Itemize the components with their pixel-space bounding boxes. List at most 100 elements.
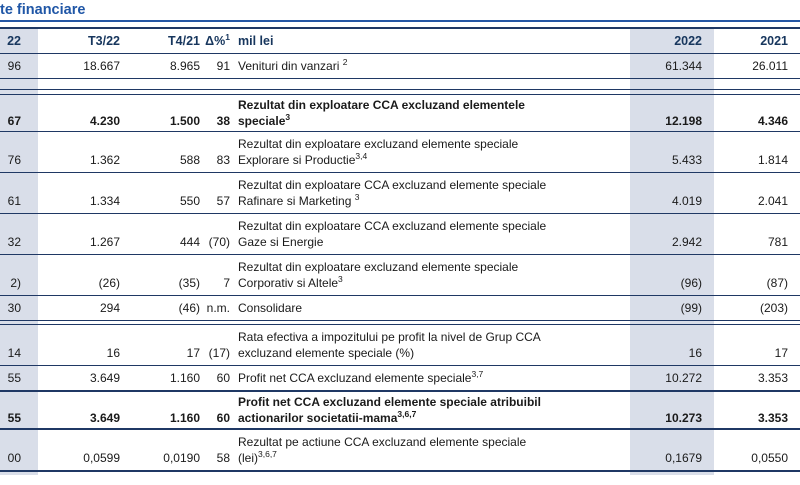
cell-t3-2022: 3.649 [89, 410, 120, 425]
cell-quarter-fragment: 2) [10, 276, 21, 290]
page-title: te financiare [0, 2, 86, 18]
cell-fy-2022: 0,1679 [665, 450, 702, 465]
cell-t3-2022: 4.230 [89, 114, 120, 128]
cell-delta-pct: 83 [216, 153, 230, 167]
cell-indicator-label: Profit net CCA excluzand elemente specia… [238, 368, 484, 385]
label-footnote: 3,6,7 [397, 408, 417, 419]
cell-t3-2022: 0,0599 [83, 450, 120, 465]
cell-t4-2021: 588 [179, 153, 200, 167]
cell-t4-2021: (46) [178, 301, 200, 315]
header-quarter-fragment: 22 [7, 34, 21, 48]
cell-delta-pct: 60 [216, 410, 230, 425]
table-body: 96 18.667 8.965 91 Venituri din vanzari 2 61.… [0, 54, 800, 472]
cell-quarter-fragment: 32 [7, 235, 21, 249]
cell-indicator-label: Rezultat din exploatare excluzand elemen… [238, 260, 519, 290]
cell-t4-2021: 550 [179, 194, 200, 208]
cell-fy-2021: (87) [766, 276, 788, 290]
header-unit-label: mil lei [238, 34, 274, 48]
table-row: 32 1.267 444 (70) Rezultat din exploatare CC… [0, 214, 800, 255]
cell-delta-pct: 7 [223, 276, 230, 290]
cell-indicator-label: Rezultat din exploatare CCA excluzand el… [238, 219, 547, 249]
cell-indicator-label: Rata efectiva a impozitului pe profit la… [238, 329, 541, 360]
tight-double-separator [0, 321, 800, 325]
cell-fy-2022: 2.942 [671, 235, 702, 249]
section-spacer [0, 79, 800, 89]
cell-fy-2022: 12.198 [665, 114, 702, 128]
cell-quarter-fragment: 67 [7, 114, 21, 128]
label-footnote: 3,7 [471, 368, 484, 379]
cell-t4-2021: 444 [179, 235, 200, 249]
cell-fy-2022: 10.273 [665, 410, 702, 425]
table-row: 30 294 (46) n.m. Consolidare (99) (203) [0, 296, 800, 321]
cell-t3-2022: (26) [98, 276, 120, 290]
cell-t4-2021: 17 [186, 345, 200, 360]
table-row: 61 1.334 550 57 Rezultat din exploatare CCA … [0, 173, 800, 214]
cell-delta-pct: (17) [208, 345, 230, 360]
table-row: 67 4.230 1.500 38 Rezultat din exploatare CC… [0, 95, 800, 132]
label-footnote: 3,4 [355, 151, 368, 161]
table-row: 55 3.649 1.160 60 Profit net CCA excluzand e… [0, 366, 800, 392]
cell-fy-2021: 3.353 [757, 410, 788, 425]
cell-fy-2022: 10.272 [665, 370, 702, 385]
cell-quarter-fragment: 76 [7, 153, 21, 167]
cell-t3-2022: 1.362 [89, 153, 120, 167]
cell-t4-2021: 1.160 [169, 410, 200, 425]
cell-fy-2021: (203) [759, 301, 788, 315]
header-delta-footnote: 1 [225, 31, 230, 42]
cell-t4-2021: 1.160 [169, 370, 200, 385]
cell-delta-pct: 60 [216, 370, 230, 385]
cell-quarter-fragment: 61 [7, 194, 21, 208]
cell-indicator-label: Rezultat din exploatare excluzand elemen… [238, 137, 519, 167]
cell-fy-2021: 0,0550 [751, 450, 788, 465]
header-fy-2021: 2021 [760, 34, 788, 48]
cell-delta-pct: 91 [216, 59, 230, 73]
label-footnote: 3,6,7 [258, 448, 277, 459]
cell-fy-2021: 17 [774, 345, 788, 360]
cell-fy-2021: 781 [767, 235, 788, 249]
cell-quarter-fragment: 55 [7, 410, 21, 425]
results-table: 22 T3/22 T4/21 Δ%1 mil lei 2022 2021 96 1… [0, 27, 800, 472]
cell-delta-pct: 57 [216, 194, 230, 208]
table-row: 96 18.667 8.965 91 Venituri din vanzari 2 61.… [0, 54, 800, 79]
cell-indicator-label: Rezultat din exploatare CCA excluzand el… [238, 98, 525, 128]
cell-fy-2021: 3.353 [757, 370, 788, 385]
cell-fy-2021: 26.011 [752, 59, 788, 73]
cell-fy-2022: 61.344 [665, 59, 702, 73]
cell-quarter-fragment: 00 [7, 450, 21, 465]
cell-t3-2022: 16 [106, 345, 120, 360]
cell-indicator-label: Profit net CCA excluzand elemente specia… [238, 394, 541, 425]
table-row: 2) (26) (35) 7 Rezultat din exploatare exclu… [0, 255, 800, 296]
label-footnote: 3 [338, 274, 343, 284]
cell-fy-2022: (99) [680, 301, 702, 315]
cell-indicator-label: Venituri din vanzari 2 [238, 57, 348, 73]
section-double-separator [0, 89, 800, 95]
title-underline [0, 20, 800, 22]
cell-quarter-fragment: 30 [7, 301, 21, 315]
cell-t4-2021: (35) [178, 276, 200, 290]
cell-delta-pct: 38 [216, 114, 230, 128]
cell-delta-pct: n.m. [206, 301, 230, 315]
label-footnote: 3 [354, 192, 360, 202]
cell-indicator-label: Rezultat din exploatare CCA excluzand el… [238, 178, 547, 208]
cell-t3-2022: 1.334 [89, 194, 120, 208]
cell-t3-2022: 294 [99, 301, 120, 315]
cell-t3-2022: 1.267 [89, 235, 120, 249]
label-footnote: 3 [285, 112, 291, 122]
table-row: 00 0,0599 0,0190 58 Rezultat pe actiune CCA … [0, 430, 800, 472]
header-delta-pct: Δ%1 [205, 31, 230, 48]
header-fy-2022: 2022 [674, 34, 702, 48]
cell-quarter-fragment: 96 [7, 59, 21, 73]
cell-delta-pct: (70) [208, 235, 230, 249]
cell-quarter-fragment: 14 [7, 345, 21, 360]
cell-fy-2021: 2.041 [757, 194, 788, 208]
cell-t4-2021: 8.965 [169, 59, 200, 73]
cell-fy-2021: 1.814 [757, 153, 788, 167]
header-t3-22: T3/22 [88, 34, 120, 48]
cell-indicator-label: Consolidare [238, 301, 303, 315]
cell-fy-2022: (96) [680, 276, 702, 290]
highlight-column-2022 [630, 28, 714, 475]
cell-t4-2021: 0,0190 [163, 450, 200, 465]
cell-fy-2022: 16 [688, 345, 702, 360]
highlight-column-current-quarter [0, 28, 38, 475]
